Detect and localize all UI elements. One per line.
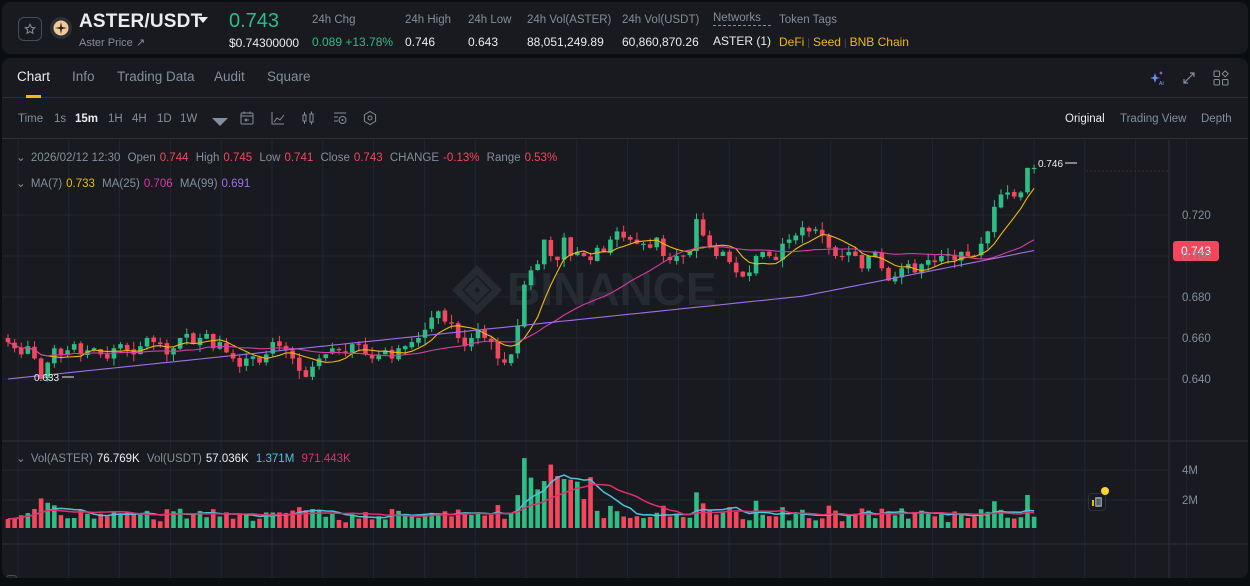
tab-audit[interactable]: Audit	[214, 69, 245, 84]
current-price-badge: 0.743	[1173, 241, 1219, 261]
active-tab-indicator	[26, 95, 41, 98]
notes-button[interactable]	[1088, 493, 1106, 511]
vol-tick: 2M	[1182, 495, 1198, 507]
chart-panel: Chart Info Trading Data Audit Square AI …	[2, 58, 1248, 578]
timeframe-15m[interactable]: 15m	[75, 113, 99, 125]
last-price-usd: $0.74300000	[229, 36, 300, 50]
collapse-sidebar-button[interactable]: ›	[6, 575, 17, 578]
calendar-icon[interactable]	[239, 110, 255, 126]
chevron-down-icon[interactable]: ⌄	[16, 152, 26, 164]
svg-text:0.633: 0.633	[34, 373, 59, 384]
stat-24h-vol-usdt: 24h Vol(USDT) 60,860,870.26	[622, 14, 700, 49]
stat-24h-low: 24h Low 0.643	[468, 14, 512, 49]
view-original[interactable]: Original	[1065, 113, 1105, 125]
tab-bar: Chart Info Trading Data Audit Square AI	[2, 58, 1248, 98]
tab-square[interactable]: Square	[267, 69, 311, 84]
aster-price-link[interactable]: Aster Price ↗	[79, 37, 146, 49]
tag-defi[interactable]: DeFi	[779, 35, 805, 49]
tab-chart[interactable]: Chart	[17, 69, 51, 84]
chevron-down-icon[interactable]: ⌄	[16, 178, 26, 190]
timeframe-time[interactable]: Time	[18, 113, 44, 125]
notification-dot	[1101, 487, 1109, 495]
notes-icon	[1092, 497, 1102, 507]
star-icon	[24, 23, 36, 35]
ma-legend: ⌄ MA(7) 0.733 MA(25) 0.706 MA(99) 0.691	[16, 178, 251, 190]
aster-coin-logo	[50, 17, 72, 39]
chevron-down-icon[interactable]	[198, 17, 208, 23]
tag-bnb-chain[interactable]: BNB Chain	[849, 35, 909, 49]
y-tick: 0.640	[1182, 374, 1211, 386]
pair-selector[interactable]: ASTER/USDT	[79, 11, 203, 32]
timeframe-1d[interactable]: 1D	[157, 113, 172, 125]
view-trading-view[interactable]: Trading View	[1120, 113, 1187, 125]
favorite-button[interactable]	[18, 17, 42, 41]
svg-text:BINANCE: BINANCE	[507, 263, 717, 315]
vol-tick: 4M	[1182, 465, 1198, 477]
timeframe-1s[interactable]: 1s	[54, 113, 67, 125]
stat-24h-vol-aster: 24h Vol(ASTER) 88,051,249.89	[527, 14, 612, 49]
volume-legend: ⌄ Vol(ASTER) 76.769K Vol(USDT) 57.036K 1.3…	[16, 453, 351, 465]
y-tick: 0.720	[1182, 210, 1211, 222]
layout-grid-icon[interactable]	[1212, 69, 1230, 87]
tab-info[interactable]: Info	[72, 69, 95, 84]
y-tick: 0.680	[1182, 292, 1211, 304]
line-chart-icon[interactable]	[270, 110, 286, 126]
svg-text:AI: AI	[1159, 81, 1164, 86]
ticker-header: ASTER/USDT Aster Price ↗ 0.743 $0.743000…	[2, 2, 1248, 54]
ai-sparkle-icon[interactable]: AI	[1148, 69, 1166, 87]
expand-icon[interactable]	[1180, 69, 1198, 87]
ohlc-legend: ⌄ 2026/02/12 12:30 Open 0.744 High 0.745 L…	[16, 152, 558, 164]
svg-text:0.746: 0.746	[1038, 159, 1063, 170]
tab-trading-data[interactable]: Trading Data	[117, 69, 195, 84]
chevron-down-icon[interactable]: ⌄	[16, 453, 26, 465]
timeframe-4h[interactable]: 4H	[132, 113, 147, 125]
view-depth[interactable]: Depth	[1201, 113, 1232, 125]
y-tick: 0.660	[1182, 333, 1211, 345]
stat-token-tags: Token Tags DeFi | Seed | BNB Chain	[779, 14, 909, 49]
timeframe-dropdown-icon[interactable]	[212, 114, 228, 130]
chart-toolbar: Time 1s 15m 1H 4H 1D 1W Original Trading…	[2, 99, 1248, 139]
tag-seed[interactable]: Seed	[812, 35, 841, 49]
timeframe-1h[interactable]: 1H	[108, 113, 123, 125]
indicator-settings-icon[interactable]	[332, 110, 348, 126]
timeframe-1w[interactable]: 1W	[180, 113, 198, 125]
y-tick: 0.700	[1182, 251, 1211, 263]
stat-24h-high: 24h High 0.746	[405, 14, 452, 49]
stat-24h-change: 24h Chg 0.089 +13.78%	[312, 14, 394, 49]
candlestick-icon[interactable]	[300, 110, 316, 126]
last-price: 0.743	[229, 10, 280, 32]
candlestick-chart[interactable]: BINANCE 0.746 0.633	[2, 140, 1248, 578]
chart-canvas[interactable]: BINANCE 0.746 0.633 ⌄ 2026/02/12 12:30 Ope…	[2, 140, 1248, 578]
stat-networks[interactable]: Networks ASTER (1)	[713, 12, 772, 48]
settings-hexagon-icon[interactable]	[362, 110, 378, 126]
